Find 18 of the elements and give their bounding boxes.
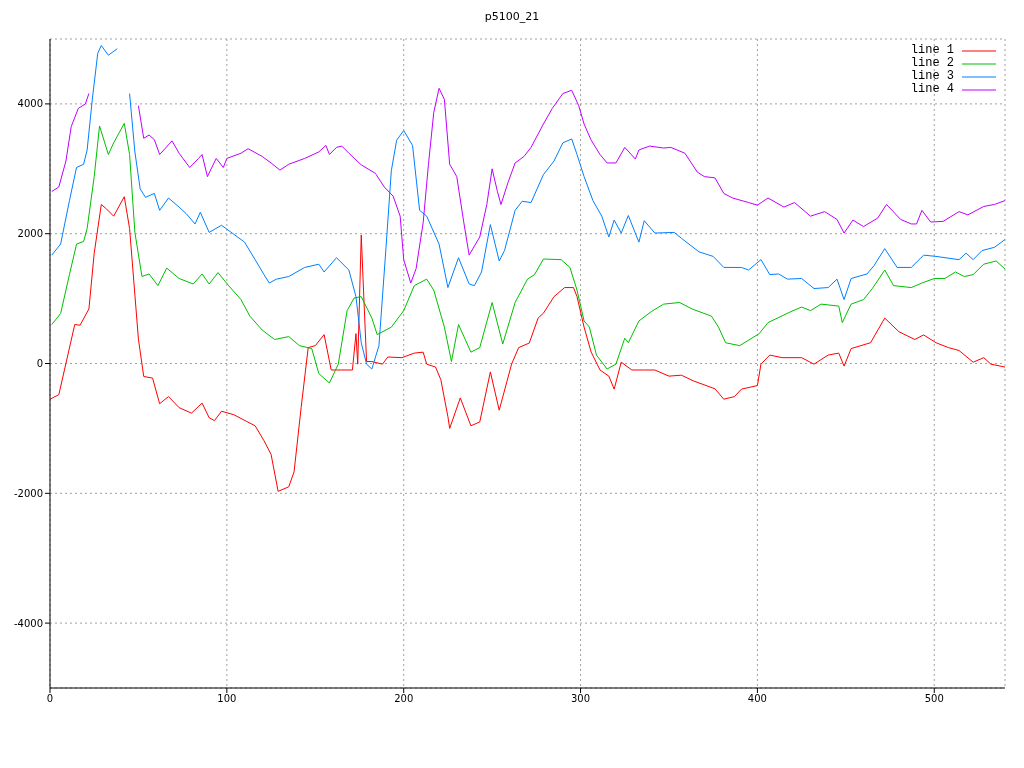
line-series xyxy=(51,122,1005,384)
x-tick-label: 100 xyxy=(217,693,237,705)
legend-label: line 2 xyxy=(910,56,954,70)
y-tick-label: -4000 xyxy=(13,617,43,629)
y-tick-label: 2000 xyxy=(17,228,43,240)
legend-label: line 3 xyxy=(910,69,954,83)
y-tick-label: 4000 xyxy=(17,98,43,110)
y-tick-label: -2000 xyxy=(13,487,43,499)
x-tick-label: 0 xyxy=(46,693,54,705)
x-tick-label: 500 xyxy=(924,693,944,705)
x-tick-label: 400 xyxy=(747,693,767,705)
line-series xyxy=(50,196,1005,492)
x-tick-label: 300 xyxy=(571,693,591,705)
chart-title: p5100_21 xyxy=(483,10,541,23)
x-tick-label: 200 xyxy=(394,693,414,705)
legend-label: line 1 xyxy=(910,43,954,57)
y-tick-label: 0 xyxy=(36,358,43,370)
legend-label: line 4 xyxy=(910,82,954,96)
